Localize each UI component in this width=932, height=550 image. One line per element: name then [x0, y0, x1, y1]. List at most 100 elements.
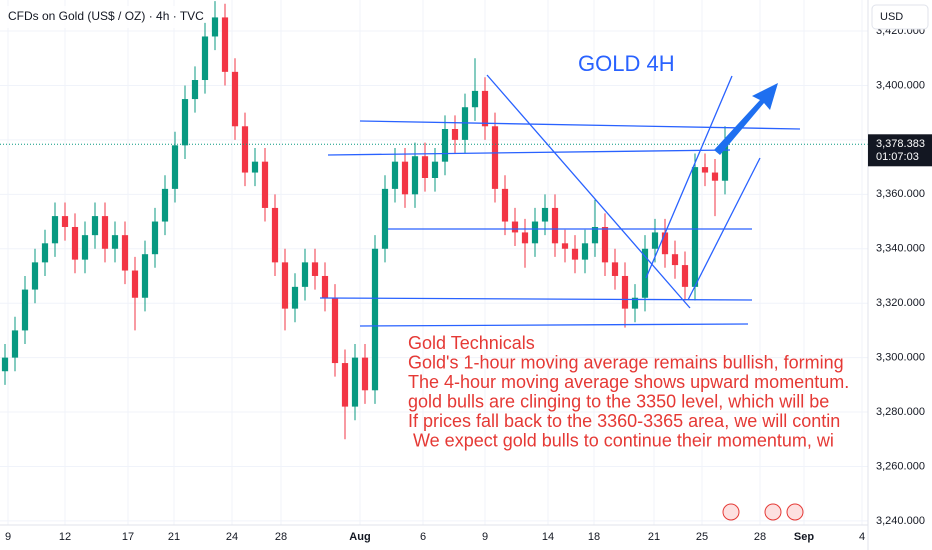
candle-body	[351, 357, 359, 407]
event-icon	[722, 503, 740, 521]
y-tick-label: 3,340.000	[876, 243, 925, 255]
annotation-line: The 4-hour moving average shows upward m…	[408, 372, 849, 392]
candle-body	[171, 145, 179, 189]
annotation-line: gold bulls are clinging to the 3350 leve…	[408, 391, 829, 411]
countdown: 01:07:03	[876, 151, 919, 163]
x-tick-label: 28	[754, 531, 766, 543]
candle-body	[251, 161, 259, 173]
plot-area	[0, 1, 868, 440]
chart-title: CFDs on Gold (US$ / OZ) · 4h · TVC	[8, 9, 204, 23]
candle-body	[121, 235, 129, 271]
candle-body	[641, 248, 649, 298]
candle-body	[391, 161, 399, 189]
candle-body	[311, 262, 319, 276]
candle-body	[151, 221, 159, 255]
y-tick-label: 3,400.000	[876, 79, 925, 91]
candle-body	[51, 216, 59, 244]
y-tick-label: 3,360.000	[876, 188, 925, 200]
candle-body	[331, 297, 339, 364]
trend-line	[359, 323, 749, 327]
candle-body	[291, 286, 299, 309]
candle-body	[571, 248, 579, 260]
candle-body	[511, 221, 519, 233]
candle-body	[531, 221, 539, 244]
candle-body	[401, 161, 409, 195]
y-tick-label: 3,240.000	[876, 515, 925, 527]
x-tick-label: 6	[420, 531, 426, 543]
x-tick-label: 9	[5, 531, 11, 543]
candle-body	[441, 129, 449, 162]
candle-body	[231, 71, 239, 127]
candle-body	[1, 357, 9, 372]
trend-line	[687, 157, 761, 301]
currency-button[interactable]	[871, 4, 929, 30]
candle-body	[541, 207, 549, 222]
candle-body	[451, 129, 459, 140]
x-tick-label: 17	[122, 531, 134, 543]
candle-body	[41, 243, 49, 263]
y-tick-label: 3,420.000	[876, 25, 925, 37]
candle-body	[341, 363, 349, 407]
candle-body	[381, 188, 389, 249]
candle-body	[471, 90, 479, 108]
candle-body	[211, 17, 219, 37]
candle-body	[671, 254, 679, 266]
x-tick-label: 21	[168, 531, 180, 543]
candle-body	[591, 226, 599, 244]
candle-body	[521, 232, 529, 244]
candle-body	[21, 289, 29, 331]
candle-body	[611, 262, 619, 276]
candle-body	[281, 262, 289, 309]
candle-body	[711, 172, 719, 181]
x-tick-label: Sep	[794, 531, 814, 543]
x-tick-label: 21	[648, 531, 660, 543]
candle-body	[101, 216, 109, 249]
candle-body	[601, 226, 609, 263]
candle-body	[11, 330, 19, 358]
candle-body	[221, 17, 229, 72]
candle-body	[261, 161, 269, 208]
x-tick-label: 14	[542, 531, 554, 543]
candle-body	[461, 107, 469, 140]
candle-body	[61, 216, 69, 227]
candle-body	[191, 80, 199, 100]
candle-body	[71, 226, 79, 260]
candle-body	[491, 126, 499, 189]
y-tick-label: 3,320.000	[876, 297, 925, 309]
candle-body	[91, 216, 99, 236]
y-tick-label: 3,300.000	[876, 352, 925, 364]
arrow	[714, 83, 778, 155]
trend-line	[645, 75, 733, 279]
candle-body	[431, 161, 439, 178]
candle-body	[161, 188, 169, 222]
candle-body	[561, 243, 569, 249]
annotation-line: Gold's 1-hour moving average remains bul…	[408, 352, 844, 372]
drawing-label: GOLD 4H	[578, 51, 675, 76]
candle-body	[701, 167, 709, 173]
candle-body	[271, 207, 279, 263]
candle-body	[411, 156, 419, 195]
candle-body	[31, 262, 39, 290]
x-tick-label: Aug	[349, 531, 370, 543]
title-bg	[3, 6, 203, 28]
candle-body	[361, 357, 369, 391]
y-tick-label: 3,260.000	[876, 460, 925, 472]
candle-body	[181, 99, 189, 146]
trend-line	[319, 297, 753, 301]
candle-body	[81, 235, 89, 260]
candle-body	[501, 188, 509, 222]
candle-body	[631, 297, 639, 309]
x-tick-label: 28	[275, 531, 287, 543]
candle-body	[551, 207, 559, 244]
trend-line	[359, 120, 801, 130]
x-tick-label: 12	[59, 531, 71, 543]
candle-body	[241, 126, 249, 173]
annotation-line: Gold Technicals	[408, 333, 535, 353]
axes: 3,240.000 3,260.000 3,280.000 3,300.000 3,32…	[5, 25, 932, 543]
candle-body	[581, 243, 589, 260]
annotation-line: If prices fall back to the 3360-3365 are…	[408, 411, 840, 431]
x-tick-label: 4	[859, 531, 865, 543]
candle-body	[421, 156, 429, 178]
